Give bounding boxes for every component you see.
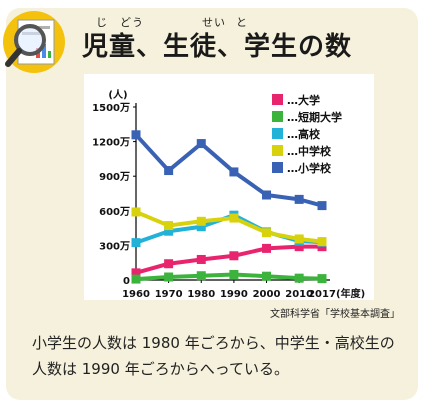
series-4-point <box>294 194 304 204</box>
y-tick-label: 600万 <box>99 206 130 218</box>
series-1-point <box>294 273 304 283</box>
x-tick-label: 1990 <box>220 289 248 300</box>
legend-label-4: …小学校 <box>287 161 332 175</box>
series-4-point <box>262 190 272 200</box>
series-1-point <box>131 274 141 284</box>
series-3-point <box>164 221 174 231</box>
title-ruby-ji: じ <box>96 16 108 29</box>
series-3-point <box>294 234 304 244</box>
series-4-point <box>317 201 327 211</box>
source-citation: 文部科学省「学校基本調査」 <box>270 309 400 320</box>
series-3-point <box>196 216 206 226</box>
legend-label-2: …高校 <box>287 127 321 141</box>
legend-swatch-1 <box>272 111 283 122</box>
x-tick-label: 1960 <box>122 289 150 300</box>
y-tick-label: 1500万 <box>92 102 130 114</box>
series-4-point <box>131 130 141 140</box>
y-tick-label: 1200万 <box>92 137 130 149</box>
series-2-point <box>196 222 206 232</box>
series-0-point <box>131 268 141 278</box>
series-1-point <box>164 272 174 282</box>
series-1-point <box>196 271 206 281</box>
legend-swatch-0 <box>272 94 283 105</box>
legend-label-3: …中学校 <box>287 144 332 158</box>
series-0-point <box>229 251 239 261</box>
legend-swatch-4 <box>272 162 283 173</box>
title-ruby-to: と <box>236 16 248 29</box>
x-tick-label: 2000 <box>253 289 281 300</box>
title-ruby-sei: せい <box>202 16 226 29</box>
legend-swatch-3 <box>272 145 283 156</box>
series-1-point <box>229 269 239 279</box>
series-2-point <box>131 238 141 248</box>
legend-swatch-2 <box>272 128 283 139</box>
series-3-point <box>131 207 141 217</box>
series-3-point <box>262 228 272 238</box>
y-tick-label: 900万 <box>99 171 130 183</box>
title-ruby-dou: どう <box>120 16 144 29</box>
magnifier-document-icon <box>0 6 72 78</box>
y-tick-label: 0 <box>123 276 130 287</box>
x-axis-label: (年度) <box>336 287 365 300</box>
legend-label-0: …大学 <box>287 93 320 107</box>
page-title: 児童、生徒、学生の数 <box>82 32 353 62</box>
series-1-point <box>262 271 272 281</box>
chart-description: 小学生の人数は 1980 年ごろから、中学生・高校生の人数は 1990 年ごろか… <box>32 334 395 378</box>
series-line-0 <box>135 244 322 275</box>
series-4-point <box>229 167 239 177</box>
x-tick-label: 2010 <box>285 289 313 300</box>
series-0-point <box>294 242 304 252</box>
y-tick-label: 300万 <box>99 240 130 252</box>
x-tick-label: 1970 <box>155 289 183 300</box>
series-4-point <box>164 166 174 176</box>
y-axis-label: (人) <box>108 88 127 101</box>
series-line-1 <box>135 272 323 282</box>
series-2-point <box>164 226 174 236</box>
x-tick-label: 1980 <box>187 289 215 300</box>
legend-label-1: …短期大学 <box>287 110 342 124</box>
x-tick-label: 2017 <box>308 289 336 300</box>
series-3-point <box>317 237 327 247</box>
series-3-point <box>229 213 239 223</box>
series-0-point <box>164 259 174 269</box>
series-0-point <box>196 254 206 264</box>
chart-area <box>84 74 374 300</box>
series-0-point <box>262 243 272 253</box>
series-4-point <box>196 139 206 149</box>
series-1-point <box>317 274 327 284</box>
